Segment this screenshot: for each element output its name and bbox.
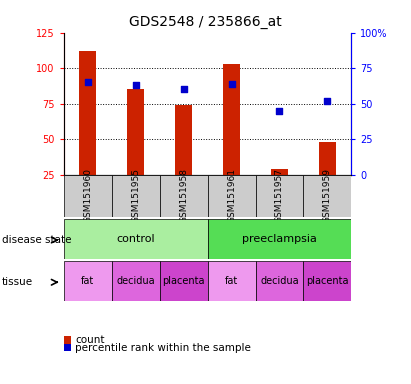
Point xyxy=(276,108,283,114)
Text: fat: fat xyxy=(81,276,94,286)
Bar xyxy=(319,142,336,175)
Bar xyxy=(112,175,159,217)
Bar xyxy=(64,175,112,217)
Point xyxy=(228,81,235,87)
Bar xyxy=(256,175,303,217)
Bar xyxy=(271,169,288,175)
Bar xyxy=(64,219,208,259)
Bar xyxy=(175,105,192,175)
Text: disease state: disease state xyxy=(2,235,72,245)
Bar xyxy=(127,89,144,175)
Text: GSM151960: GSM151960 xyxy=(83,168,92,223)
Text: GSM151959: GSM151959 xyxy=(323,168,332,223)
Text: GSM151961: GSM151961 xyxy=(227,168,236,223)
Bar xyxy=(159,175,208,217)
Bar xyxy=(208,175,256,217)
Text: placenta: placenta xyxy=(162,276,205,286)
Text: preeclampsia: preeclampsia xyxy=(242,234,317,244)
Text: percentile rank within the sample: percentile rank within the sample xyxy=(75,343,251,353)
Bar xyxy=(303,175,351,217)
Text: GSM151958: GSM151958 xyxy=(179,168,188,223)
Text: control: control xyxy=(116,234,155,244)
Bar xyxy=(159,261,208,301)
Text: placenta: placenta xyxy=(306,276,349,286)
Bar xyxy=(79,51,96,175)
Text: GDS2548 / 235866_at: GDS2548 / 235866_at xyxy=(129,15,282,29)
Bar xyxy=(256,261,303,301)
Text: GSM151955: GSM151955 xyxy=(131,168,140,223)
Bar xyxy=(112,261,159,301)
Point xyxy=(132,82,139,88)
Bar xyxy=(64,261,112,301)
Point xyxy=(180,86,187,93)
Text: tissue: tissue xyxy=(2,277,33,287)
Text: decidua: decidua xyxy=(116,276,155,286)
Bar xyxy=(208,219,351,259)
Point xyxy=(84,79,91,85)
Text: count: count xyxy=(75,335,105,345)
Text: decidua: decidua xyxy=(260,276,299,286)
Bar xyxy=(303,261,351,301)
Bar xyxy=(208,261,256,301)
Text: fat: fat xyxy=(225,276,238,286)
Point xyxy=(324,98,331,104)
Text: GSM151957: GSM151957 xyxy=(275,168,284,223)
Bar xyxy=(223,64,240,175)
